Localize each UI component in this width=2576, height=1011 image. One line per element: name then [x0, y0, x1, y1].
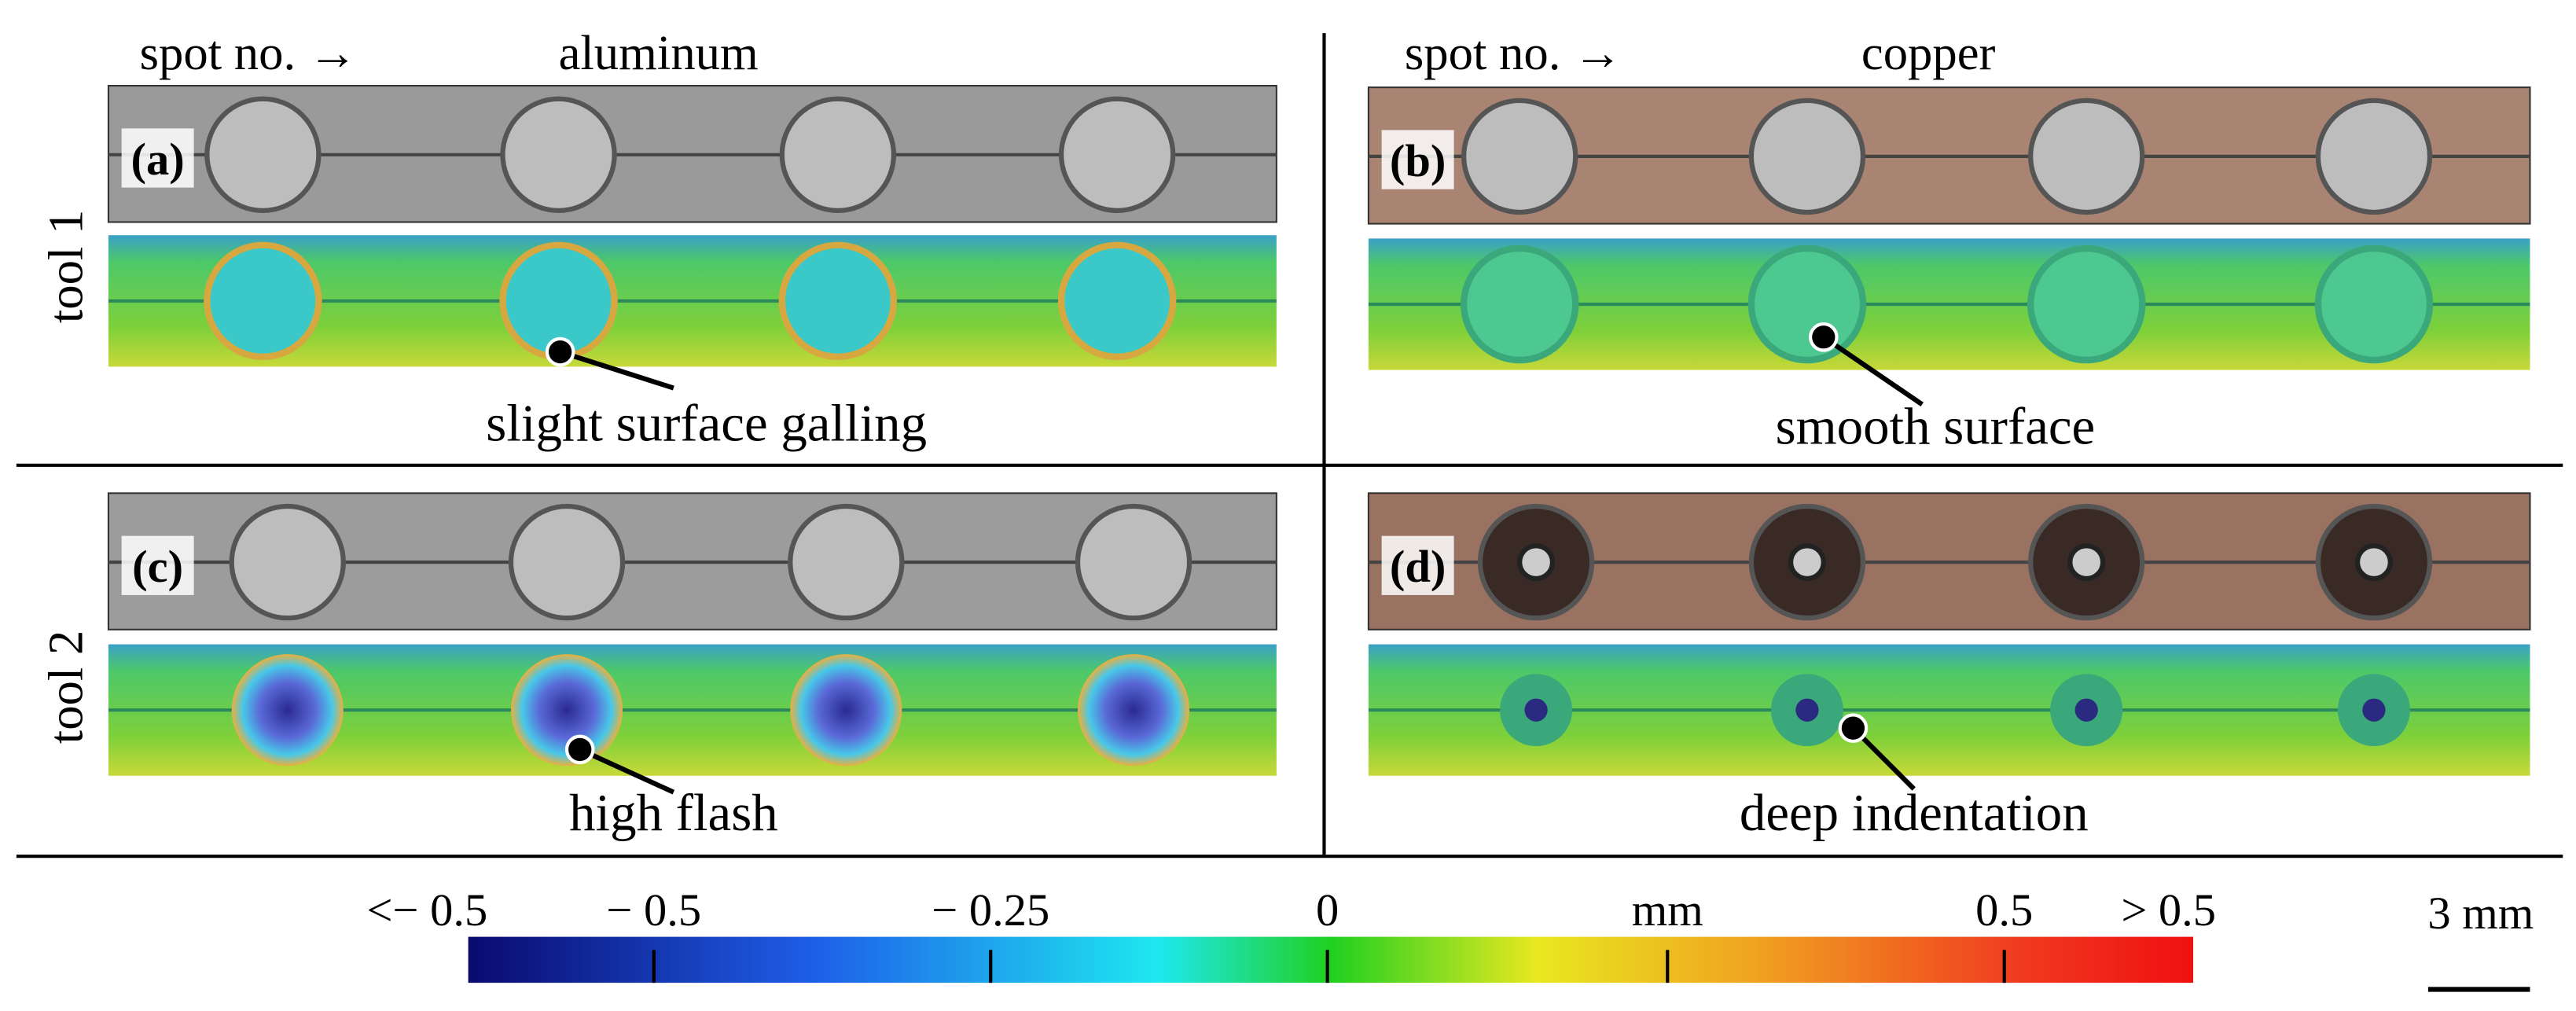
- weld-spot: [2315, 97, 2433, 215]
- weld-spot: [500, 96, 617, 213]
- weld-crater: [1077, 654, 1190, 767]
- material-header: aluminum: [559, 25, 759, 80]
- weld-spot: [229, 503, 346, 621]
- weld-spot-map: [2314, 244, 2434, 364]
- indentation: [1795, 698, 1819, 722]
- panel-label-box: [121, 535, 194, 595]
- panel-label-box: [121, 128, 194, 188]
- weld-spot-map: [778, 241, 898, 361]
- panel-label-box: [1381, 535, 1454, 595]
- weld-crater: [231, 654, 344, 767]
- indentation: [2074, 698, 2098, 722]
- colorbar-label: 0: [1316, 884, 1339, 936]
- weld-spot: [1075, 503, 1192, 621]
- dividers: [16, 33, 2563, 858]
- indentation: [1524, 698, 1548, 722]
- material-header: copper: [1861, 25, 1996, 80]
- weld-spot-map: [204, 241, 322, 361]
- weld-spot: [1461, 97, 1578, 215]
- leader-dot: [545, 336, 575, 367]
- weld-spot: [204, 96, 322, 213]
- colorbar: [468, 936, 2194, 983]
- weld-spot-center: [1517, 543, 1556, 582]
- leader-line: [1822, 335, 1924, 407]
- colorbar-label: − 0.5: [606, 884, 701, 936]
- annotation: high flash: [569, 784, 778, 842]
- weld-spot: [508, 503, 626, 621]
- annotation: smooth surface: [1776, 398, 2096, 456]
- weld-spot: [1748, 97, 1866, 215]
- panel-label-box: [1381, 130, 1454, 189]
- panel-label: (d): [1390, 541, 1446, 592]
- panel-label: (c): [132, 541, 183, 592]
- colorbar-label: <− 0.5: [367, 884, 488, 936]
- colorbar-label: − 0.25: [932, 884, 1049, 936]
- leader-line: [559, 349, 674, 391]
- colorbar-label: mm: [1632, 884, 1703, 936]
- weld-spot: [788, 503, 905, 621]
- weld-spot-center: [2067, 543, 2106, 582]
- indentation: [2362, 698, 2386, 722]
- leader-line: [579, 747, 675, 795]
- weld-spot-center: [1788, 543, 1826, 582]
- weld-spot: [1058, 96, 1176, 213]
- row-label: tool 1: [38, 210, 93, 324]
- leader-dot: [1809, 322, 1839, 352]
- panel-label: (a): [131, 134, 185, 185]
- weld-spot: [2028, 97, 2145, 215]
- weld-spot-map: [1460, 244, 1579, 364]
- leader-dot: [1838, 713, 1869, 743]
- annotation: deep indentation: [1740, 784, 2089, 842]
- weld-crater: [510, 654, 623, 767]
- spot-header: spot no. →: [1405, 25, 1622, 80]
- annotation: slight surface galling: [486, 394, 927, 452]
- weld-spot-map: [1747, 244, 1867, 364]
- weld-spot-map: [2027, 244, 2146, 364]
- scale-bar-label: 3 mm: [2427, 888, 2534, 939]
- spot-header: spot no. →: [140, 25, 358, 80]
- weld-spot: [779, 96, 897, 213]
- weld-crater: [790, 654, 902, 767]
- colorbar-label: 0.5: [1975, 884, 2033, 936]
- weld-spot-center: [2354, 543, 2393, 582]
- panel-label: (b): [1390, 135, 1446, 186]
- weld-spot-map: [1057, 241, 1177, 361]
- colorbar-label: > 0.5: [2121, 884, 2216, 936]
- leader-dot: [564, 734, 595, 765]
- row-label: tool 2: [38, 630, 93, 744]
